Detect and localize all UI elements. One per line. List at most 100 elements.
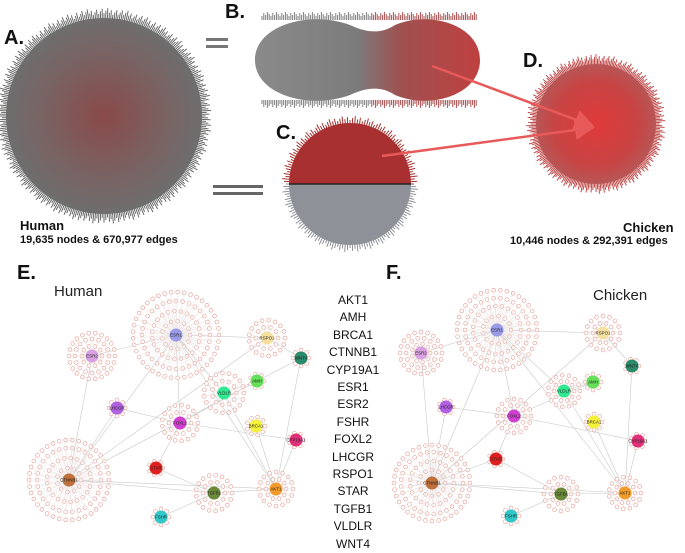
neighbor-edge bbox=[427, 483, 432, 514]
neighbor-edge bbox=[497, 330, 536, 337]
neighbor-node bbox=[70, 446, 74, 450]
neighbor-node bbox=[176, 290, 180, 294]
neighbor-edge bbox=[214, 483, 217, 493]
neighbor-edge bbox=[497, 323, 536, 330]
neighbor-edge bbox=[69, 467, 98, 480]
neighbor-node bbox=[29, 491, 33, 495]
neighbor-node bbox=[264, 487, 268, 491]
neighbor-edge bbox=[276, 489, 284, 495]
neighbor-edge bbox=[155, 511, 161, 517]
neighbor-edge bbox=[256, 420, 263, 426]
neighbor-edge bbox=[256, 426, 258, 435]
neighbor-edge bbox=[252, 329, 267, 338]
gene-node-fshr bbox=[155, 511, 168, 524]
neighbor-node bbox=[202, 352, 206, 356]
neighbor-node bbox=[527, 304, 531, 308]
neighbor-edge bbox=[69, 473, 108, 480]
neighbor-node bbox=[69, 500, 73, 504]
neighbor-node bbox=[207, 474, 211, 478]
neighbor-edge bbox=[478, 315, 497, 330]
neighbor-edge bbox=[588, 422, 594, 428]
neighbor-node bbox=[77, 472, 81, 476]
neighbor-node bbox=[584, 420, 588, 424]
gene-node-label: BRCA1 bbox=[587, 420, 602, 425]
neighbor-node bbox=[488, 454, 492, 458]
neighbor-node bbox=[485, 298, 489, 302]
neighbor-node bbox=[430, 519, 434, 523]
neighbor-node bbox=[261, 430, 265, 434]
neighbor-node bbox=[51, 506, 55, 510]
neighbor-node bbox=[254, 386, 258, 390]
neighbor-edge bbox=[69, 461, 95, 480]
gene-node-label: ESR1 bbox=[491, 328, 503, 333]
neighbor-edge bbox=[162, 420, 180, 423]
neighbor-edge bbox=[43, 461, 69, 480]
neighbor-node bbox=[426, 357, 430, 361]
neighbor-edge bbox=[69, 480, 72, 512]
neighbor-edge bbox=[69, 450, 79, 480]
neighbor-node bbox=[189, 421, 193, 425]
neighbor-edge bbox=[514, 409, 530, 416]
neighbor-edge bbox=[638, 441, 642, 446]
neighbor-edge bbox=[470, 301, 497, 330]
neighbor-edge bbox=[497, 330, 505, 342]
neighbor-node bbox=[187, 302, 191, 306]
neighbor-node bbox=[258, 494, 262, 498]
neighbor-node bbox=[516, 341, 520, 345]
neighbor-edge bbox=[176, 335, 189, 366]
neighbor-node bbox=[458, 494, 462, 498]
neighbor-node bbox=[194, 488, 198, 492]
neighbor-node bbox=[609, 325, 613, 329]
neighbor-edge bbox=[134, 325, 176, 335]
neighbor-edge bbox=[511, 406, 514, 416]
neighbor-node bbox=[75, 458, 79, 462]
neighbor-node bbox=[182, 345, 186, 349]
neighbor-node bbox=[196, 421, 200, 425]
neighbor-edge bbox=[166, 335, 176, 344]
neighbor-node bbox=[426, 371, 430, 375]
network-edge bbox=[156, 468, 214, 493]
gene-node-akt1 bbox=[619, 487, 632, 500]
neighbor-edge bbox=[157, 335, 176, 363]
neighbor-node bbox=[638, 498, 642, 502]
gene-node-label: BRCA1 bbox=[249, 424, 264, 429]
gene-node-tgfb1 bbox=[208, 487, 221, 500]
neighbor-node bbox=[259, 374, 263, 378]
neighbor-edge bbox=[561, 487, 577, 494]
neighbor-edge bbox=[214, 486, 231, 493]
neighbor-edge bbox=[176, 335, 178, 349]
neighbor-edge bbox=[37, 455, 69, 480]
neighbor-edge bbox=[295, 352, 301, 358]
neighbor-node bbox=[515, 520, 519, 524]
gene-node-label: TGFB1 bbox=[554, 492, 569, 497]
neighbor-node bbox=[227, 372, 231, 376]
neighbor-node bbox=[164, 324, 168, 328]
neighbor-node bbox=[586, 414, 590, 418]
neighbor-edge bbox=[432, 483, 468, 496]
neighbor-node bbox=[451, 488, 455, 492]
neighbor-node bbox=[84, 338, 88, 342]
neighbor-edge bbox=[561, 494, 577, 501]
neighbor-edge bbox=[626, 366, 632, 369]
neighbor-node bbox=[407, 334, 411, 338]
neighbor-edge bbox=[267, 338, 269, 356]
neighbor-node bbox=[439, 345, 443, 349]
neighbor-edge bbox=[421, 353, 428, 359]
neighbor-node bbox=[28, 472, 32, 476]
neighbor-node bbox=[155, 305, 159, 309]
neighbor-node bbox=[131, 336, 135, 340]
neighbor-node bbox=[150, 309, 154, 313]
neighbor-node bbox=[260, 319, 264, 323]
neighbor-node bbox=[479, 356, 483, 360]
neighbor-edge bbox=[497, 330, 535, 343]
neighbor-edge bbox=[421, 336, 433, 353]
neighbor-node bbox=[163, 431, 167, 435]
neighbor-edge bbox=[176, 335, 197, 347]
neighbor-edge bbox=[465, 305, 497, 330]
neighbor-node bbox=[100, 354, 104, 358]
neighbor-edge bbox=[47, 477, 69, 480]
neighbor-edge bbox=[156, 468, 160, 473]
neighbor-node bbox=[598, 341, 602, 345]
neighbor-edge bbox=[206, 393, 224, 403]
gene-node-label: WNT4 bbox=[626, 364, 639, 369]
